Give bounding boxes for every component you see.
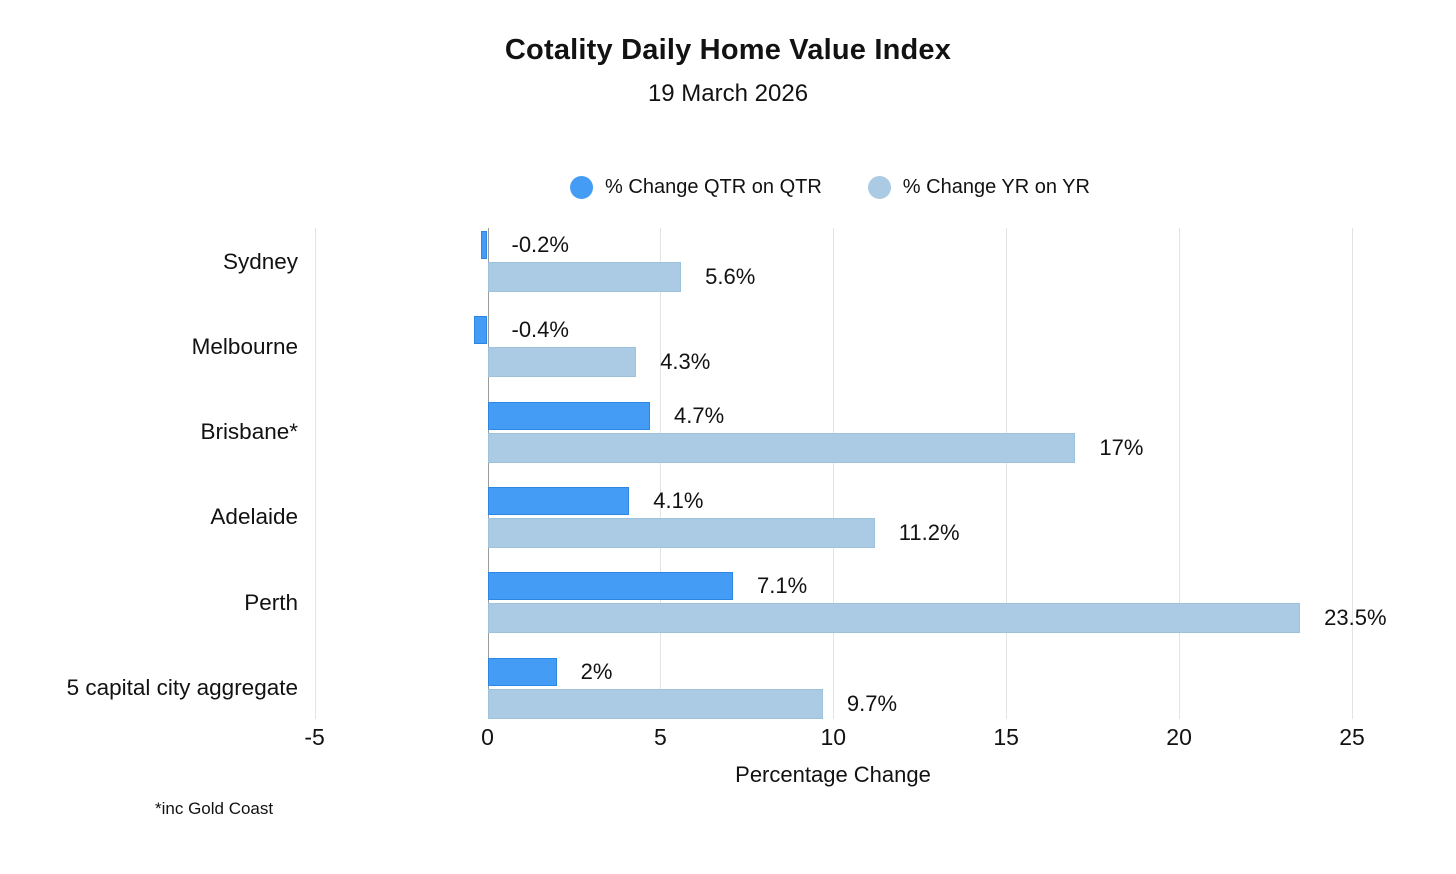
gridline [1179,228,1181,719]
gridline [833,228,835,719]
gridline [660,228,662,719]
plot-area: -0.2% 5.6% -0.4% 4.3% 4.7% 17% 4.1% 11.2% 7.1% 23… [313,228,1387,719]
zero-line [487,228,489,719]
bar-yr-sydney [487,262,682,292]
bar-qtr-5-capital-city-aggregate [487,657,557,686]
bar-value-yr-5-capital-city-aggregate: 9.7% [846,690,898,716]
category-label-adelaide: Adelaide [210,504,298,530]
bar-qtr-melbourne [473,316,488,345]
category-label-sydney: Sydney [222,248,298,274]
bar-yr-brisbane [487,432,1076,463]
bar-value-qtr-brisbane: 4.7% [674,402,725,428]
x-tick-label-0: 0 [481,724,494,750]
bar-qtr-perth [487,572,734,601]
x-tick-label-10: 10 [820,724,847,750]
bar-value-yr-melbourne: 4.3% [660,349,711,375]
chart-subtitle: 19 March 2026 [647,80,809,107]
legend-swatch-qtr-icon [570,176,594,199]
gridline [1006,228,1008,719]
bar-value-yr-adelaide: 11.2% [898,519,960,545]
x-tick-label-15: 15 [993,724,1019,750]
bar-yr-adelaide [487,517,875,548]
bar-qtr-brisbane [487,401,651,430]
x-tick-label-25: 25 [1339,724,1365,750]
x-axis-title: Percentage Change [735,762,931,787]
bar-value-yr-perth: 23.5% [1324,605,1387,631]
category-label-brisbane: Brisbane* [200,419,298,445]
legend-swatch-yr-icon [867,176,891,199]
bar-value-qtr-perth: 7.1% [757,573,808,599]
x-tick-label-5: 5 [653,724,667,750]
bar-value-qtr-sydney: -0.2% [511,232,569,257]
chart-title: Cotality Daily Home Value Index [504,34,952,66]
bar-value-yr-brisbane: 17% [1099,434,1144,460]
bar-yr-5-capital-city-aggregate [487,688,823,719]
legend-item-yr: % Change YR on YR [867,176,1090,199]
bar-qtr-sydney [480,231,488,259]
bar-value-qtr-melbourne: -0.4% [511,317,569,343]
gridline [1352,228,1353,719]
bar-value-yr-sydney: 5.6% [705,264,756,289]
legend: % Change QTR on QTR % Change YR on YR [570,176,1090,199]
legend-label-qtr: % Change QTR on QTR [605,176,822,198]
bar-value-qtr-5-capital-city-aggregate: 2% [580,658,613,684]
category-label-melbourne: Melbourne [191,333,298,359]
gridline [314,228,316,719]
bar-value-qtr-adelaide: 4.1% [653,487,704,513]
legend-label-yr: % Change YR on YR [902,176,1090,198]
x-tick-label-20: 20 [1166,724,1192,750]
category-label-5-capital-city-aggregate: 5 capital city aggregate [66,675,298,700]
legend-item-qtr: % Change QTR on QTR [570,176,822,199]
x-tick-label--5: -5 [304,724,325,750]
category-label-perth: Perth [244,589,298,615]
bar-yr-perth [487,603,1301,634]
bar-yr-melbourne [487,347,637,378]
footnote: *inc Gold Coast [155,799,274,818]
bar-qtr-adelaide [487,486,630,515]
